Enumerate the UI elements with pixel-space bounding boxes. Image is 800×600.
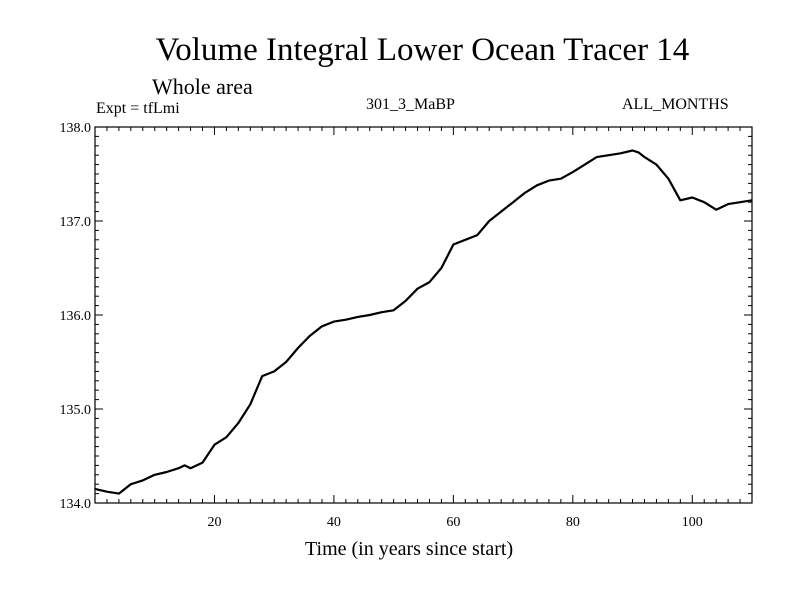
y-tick-label: 134.0 (60, 497, 92, 512)
axis-tick-labels: 20 40 60 80 100 134.0 135.0 136.0 137.0 138.0 (60, 121, 703, 530)
y-tick-label: 138.0 (60, 121, 92, 136)
plot-frame (94, 126, 753, 504)
axis-ticks (95, 127, 752, 503)
experiment-label: Expt = tfLmi (96, 100, 180, 117)
chart-title: Volume Integral Lower Ocean Tracer 14 (155, 32, 690, 68)
x-tick-label: 60 (446, 515, 460, 530)
y-tick-label: 135.0 (60, 403, 92, 418)
x-tick-label: 80 (566, 515, 580, 530)
series-line (94, 149, 753, 495)
y-tick-label: 137.0 (60, 215, 92, 230)
y-tick-label: 136.0 (60, 309, 92, 324)
run-label: 301_3_MaBP (366, 96, 455, 113)
x-tick-label: 20 (207, 515, 221, 530)
x-tick-label: 100 (682, 515, 703, 530)
x-axis-label: Time (in years since start) (305, 538, 514, 560)
months-label: ALL_MONTHS (622, 96, 729, 113)
chart-subtitle: Whole area (152, 74, 253, 99)
x-tick-label: 40 (327, 515, 341, 530)
